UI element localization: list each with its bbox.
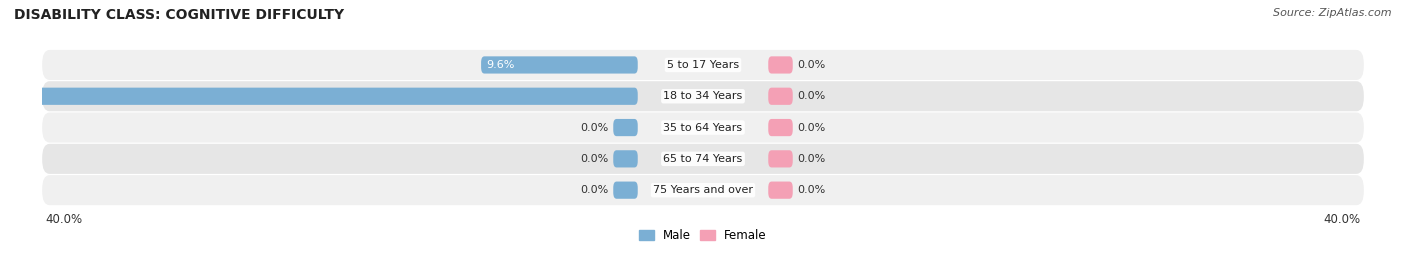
FancyBboxPatch shape: [613, 119, 638, 136]
Text: 0.0%: 0.0%: [797, 185, 825, 195]
FancyBboxPatch shape: [768, 150, 793, 168]
Text: 9.6%: 9.6%: [486, 60, 515, 70]
Text: 75 Years and over: 75 Years and over: [652, 185, 754, 195]
Text: 0.0%: 0.0%: [797, 91, 825, 101]
Text: 65 to 74 Years: 65 to 74 Years: [664, 154, 742, 164]
FancyBboxPatch shape: [768, 182, 793, 199]
Text: 18 to 34 Years: 18 to 34 Years: [664, 91, 742, 101]
Text: 0.0%: 0.0%: [581, 123, 609, 133]
FancyBboxPatch shape: [42, 112, 1364, 143]
Text: DISABILITY CLASS: COGNITIVE DIFFICULTY: DISABILITY CLASS: COGNITIVE DIFFICULTY: [14, 8, 344, 22]
FancyBboxPatch shape: [613, 150, 638, 168]
FancyBboxPatch shape: [768, 119, 793, 136]
FancyBboxPatch shape: [42, 50, 1364, 80]
Text: 0.0%: 0.0%: [797, 123, 825, 133]
Text: 5 to 17 Years: 5 to 17 Years: [666, 60, 740, 70]
FancyBboxPatch shape: [42, 81, 1364, 111]
Text: 39.3%: 39.3%: [1, 91, 37, 101]
Text: 0.0%: 0.0%: [581, 154, 609, 164]
FancyBboxPatch shape: [768, 56, 793, 73]
Text: 35 to 64 Years: 35 to 64 Years: [664, 123, 742, 133]
Text: 40.0%: 40.0%: [1323, 213, 1361, 226]
Text: 0.0%: 0.0%: [797, 60, 825, 70]
Legend: Male, Female: Male, Female: [634, 225, 772, 247]
FancyBboxPatch shape: [0, 88, 638, 105]
FancyBboxPatch shape: [768, 88, 793, 105]
FancyBboxPatch shape: [42, 144, 1364, 174]
FancyBboxPatch shape: [613, 182, 638, 199]
Text: 40.0%: 40.0%: [45, 213, 83, 226]
Text: 0.0%: 0.0%: [581, 185, 609, 195]
Text: 0.0%: 0.0%: [797, 154, 825, 164]
FancyBboxPatch shape: [481, 56, 638, 73]
Text: Source: ZipAtlas.com: Source: ZipAtlas.com: [1274, 8, 1392, 18]
FancyBboxPatch shape: [42, 175, 1364, 205]
